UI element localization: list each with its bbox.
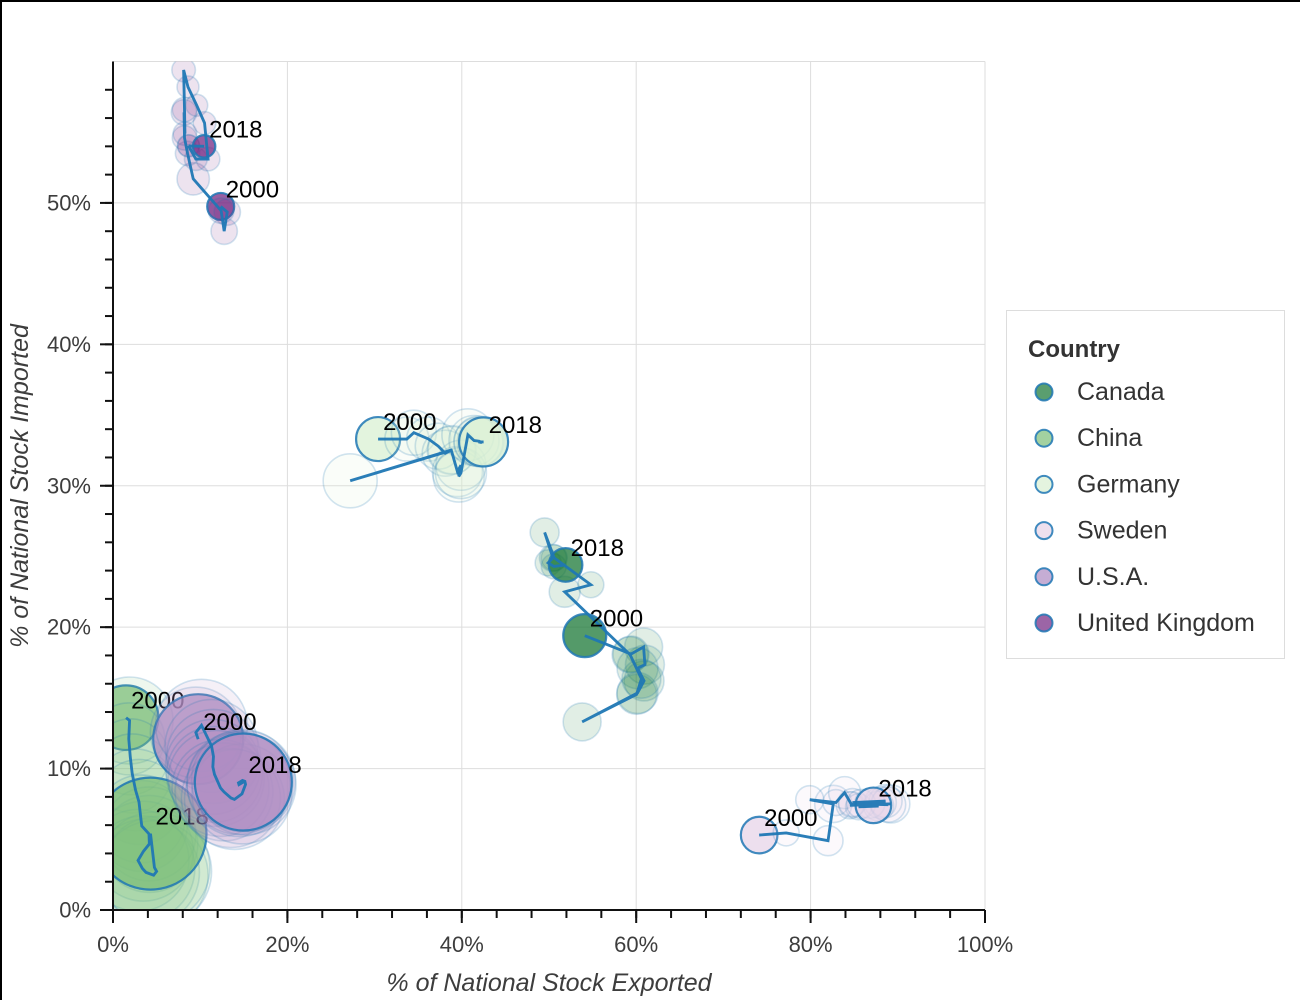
year-label-2000: 2000 <box>764 805 817 832</box>
x-tick-label: 20% <box>265 932 309 957</box>
trail-line <box>759 790 891 843</box>
trail-line <box>349 431 484 483</box>
series-sweden: 2000 2018 <box>739 775 932 857</box>
legend-title: Country <box>1028 336 1121 363</box>
y-tick-label: 0% <box>59 898 91 923</box>
legend-label: Sweden <box>1077 517 1167 545</box>
axes: 0% 20% 40% 60% 80% 100% 0% 10% 20% 30% 40% 50% <box>47 61 1013 957</box>
legend-label: Canada <box>1077 378 1165 406</box>
bubble-2018 <box>113 776 208 891</box>
year-label-2018: 2018 <box>248 752 301 779</box>
x-tick-label: 0% <box>97 932 129 957</box>
legend-symbol <box>1034 428 1054 448</box>
legend-symbol <box>1034 382 1054 402</box>
x-tick-label: 60% <box>614 932 658 957</box>
x-axis-title: % of National Stock Exported <box>386 969 712 997</box>
legend-symbol <box>1034 474 1054 494</box>
legend-entry-china: China <box>1034 424 1142 452</box>
legend-label: China <box>1077 424 1142 452</box>
trail-line <box>194 722 248 802</box>
x-tick-label: 100% <box>957 932 1013 957</box>
legend-symbol <box>1034 613 1054 633</box>
series-canada: 2000 2018 <box>529 517 666 742</box>
year-label-2000: 2000 <box>226 176 279 203</box>
y-tick-label: 10% <box>47 756 91 781</box>
legend-symbol <box>1034 521 1054 541</box>
window-border-top <box>0 0 1300 2</box>
window-border-left <box>0 0 2 1000</box>
trail-line <box>543 531 647 724</box>
legend-symbol <box>1034 567 1054 587</box>
data-marks: 2000 2018 2000 2018 2000 2018 2000 2018 2000 2018… <box>113 61 932 910</box>
trail-line <box>182 69 229 232</box>
y-tick-label: 30% <box>47 473 91 498</box>
legend-entry-sweden: Sweden <box>1034 517 1167 545</box>
series-u-s-a-: 2000 2018 <box>149 678 302 851</box>
y-tick-label: 40% <box>47 332 91 357</box>
legend-label: U.S.A. <box>1077 563 1149 591</box>
x-tick-label: 80% <box>789 932 833 957</box>
legend-entry-germany: Germany <box>1034 470 1180 498</box>
year-label-2018: 2018 <box>489 412 542 439</box>
year-label-2018: 2018 <box>878 775 931 802</box>
legend-entry-united-kingdom: United Kingdom <box>1034 609 1255 637</box>
year-label-2018: 2018 <box>571 535 624 562</box>
legend-entry-u-s-a-: U.S.A. <box>1034 563 1149 591</box>
trail-line <box>125 716 159 877</box>
legend-entry-canada: Canada <box>1034 378 1165 406</box>
year-label-2000: 2000 <box>383 409 436 436</box>
year-label-2000: 2000 <box>203 709 256 736</box>
y-tick-label: 20% <box>47 615 91 640</box>
year-label-2000: 2000 <box>590 606 643 633</box>
series-germany: 2000 2018 <box>322 408 542 509</box>
x-tick-label: 40% <box>440 932 484 957</box>
year-label-2018: 2018 <box>155 804 208 831</box>
legend-label: Germany <box>1077 470 1180 498</box>
series-united-kingdom: 2000 2018 <box>170 61 279 246</box>
year-label-2018: 2018 <box>209 116 262 143</box>
y-axis-title: % of National Stock Imported <box>6 323 34 648</box>
y-tick-label: 50% <box>47 190 91 215</box>
legend-label: United Kingdom <box>1077 609 1255 637</box>
legend: Country Canada China Germany Sweden U.S.A. Un… <box>1006 310 1285 659</box>
